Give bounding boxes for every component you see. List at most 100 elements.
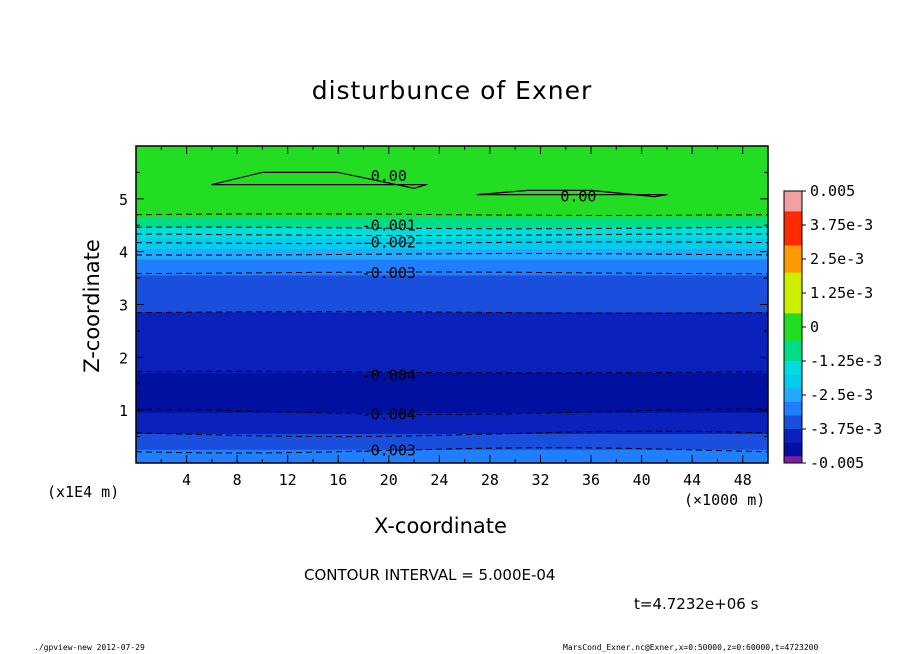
colorbar-segment [784,422,802,430]
colorbar-segment [784,259,802,267]
contour-label: 0.00 [371,167,407,185]
dashed-contours [135,213,769,454]
colorbar-segment [784,381,802,389]
x-tick-label: 40 [633,471,651,489]
contour-label: 0.00 [560,188,596,206]
x-tick-label: 32 [531,471,549,489]
colorbar-segment [784,231,802,239]
colorbar-segment [784,429,802,437]
x-axis-ticks: 4 8 12 16 20 24 28 32 36 40 44 48 [160,146,752,489]
colorbar-segment [784,395,802,403]
y-tick-label: 2 [119,349,128,367]
colorbar-segment [784,333,802,341]
colorbar-segment [784,313,802,321]
colorbar-label: 2.5e-3 [810,250,864,268]
colorbar-segment [784,265,802,273]
contour-label: -0.003 [362,264,416,282]
colorbar-segment [784,415,802,423]
dashed-contour [135,447,769,454]
colorbar-segment [784,299,802,307]
contour-fill-layers [136,146,768,464]
x-tick-label: 8 [233,471,242,489]
dashed-contour [135,408,768,415]
colorbar-label: 3.75e-3 [810,216,873,234]
colorbar-segment [784,327,802,335]
colorbar-label: 1.25e-3 [810,284,873,302]
time-stamp: t=4.7232e+06 s [634,595,759,613]
colorbar-segment [784,456,802,464]
y-tick-label: 5 [119,191,128,209]
y-tick-label: 4 [119,244,128,262]
dashed-contour [135,430,769,438]
chart-title: disturbunce of Exner [311,76,593,105]
dashed-contour [135,233,768,237]
colorbar-segment [784,306,802,314]
colorbar-segment [784,361,802,369]
colorbar-segment [784,401,802,409]
contour-labels: 0.00 0.00 -0.001-0.002 -0.003 -0.004 -0.004 -0… [362,167,597,459]
contour-layer [136,412,768,435]
contour-label: -0.002 [362,234,416,252]
zero-contour [476,189,668,198]
colorbar-segment [784,204,802,212]
contour-layer [136,275,768,313]
contour-layer [136,238,768,250]
colorbar-segment [784,367,802,375]
dashed-contour [135,271,768,275]
colorbar-segment [784,272,802,280]
colorbar-segment [784,340,802,348]
colorbar-segment [784,238,802,246]
x-tick-label: 48 [734,471,752,489]
colorbar: 0.005 3.75e-3 2.5e-3 1.25e-3 0 -1.25e-3 -2.5e-… [783,182,882,472]
footer-left: ./gpview-new 2012-07-29 [34,643,145,652]
contour-layer [136,146,768,218]
x-tick-label: 28 [481,471,499,489]
colorbar-segment [784,279,802,287]
x-axis-unit: (×1000 m) [684,491,766,509]
footer-right: MarsCond_Exner.nc@Exner,x=0:50000,z=0:60… [563,643,819,652]
colorbar-segment [784,408,802,416]
colorbar-segment [784,218,802,226]
y-tick-label: 1 [119,402,128,420]
colorbar-segment [784,191,802,199]
colorbar-segment [784,245,802,253]
zero-contours [211,171,668,198]
colorbar-segment [784,211,802,219]
colorbar-segment [784,252,802,260]
colorbar-label: -2.5e-3 [810,386,873,404]
dashed-contour [135,253,769,256]
x-tick-label: 36 [582,471,600,489]
y-axis-unit: (x1E4 m) [47,483,120,501]
contour-layer [136,249,768,261]
colorbar-segment [784,293,802,301]
contour-layer [136,433,768,451]
zero-contour [211,171,428,189]
y-tick-label: 3 [119,297,128,315]
dashed-contour [136,226,769,230]
y-axis-label: Z-coordinate [80,239,104,373]
colorbar-segment [784,449,802,457]
x-axis-label: X-coordinate [374,514,507,538]
colorbar-segment [784,347,802,355]
x-tick-label: 12 [279,471,297,489]
dashed-contour [135,213,769,216]
contour-layer [136,217,768,229]
contour-layer [136,312,768,374]
colorbar-segment [784,225,802,233]
colorbar-segment [784,442,802,450]
colorbar-label: -1.25e-3 [810,352,882,370]
x-tick-label: 4 [182,471,191,489]
x-tick-label: 24 [430,471,448,489]
colorbar-segment [784,286,802,294]
colorbar-segment [784,374,802,382]
colorbar-segment [784,320,802,328]
dashed-contour [135,241,769,244]
x-tick-label: 20 [380,471,398,489]
dashed-contour [135,370,769,374]
contour-layer [136,227,768,239]
colorbar-segment [784,435,802,443]
colorbar-label: -3.75e-3 [810,420,882,438]
x-tick-label: 16 [329,471,347,489]
contour-layer [136,373,768,414]
